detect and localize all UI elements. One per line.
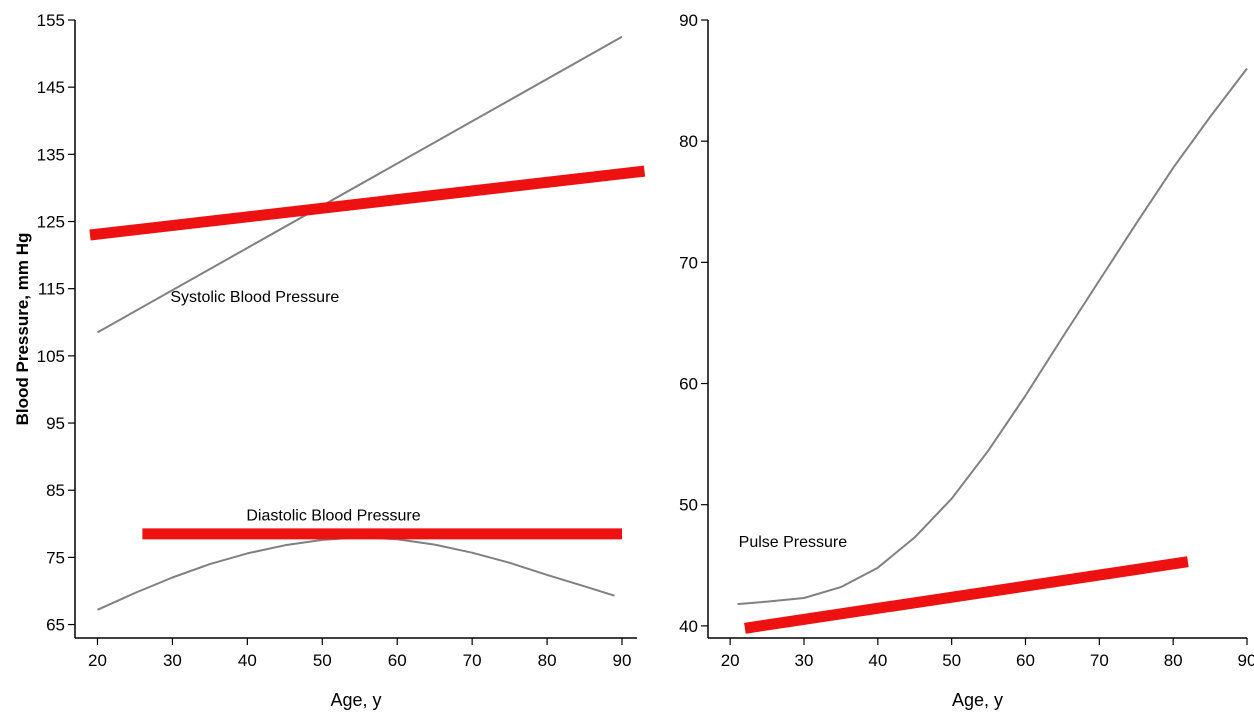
chart2-x-tick-label: 60 (1016, 651, 1035, 670)
chart1-x-tick-label: 20 (88, 651, 107, 670)
chart1-x-tick-label: 40 (238, 651, 257, 670)
chart2-x-tick-label: 40 (868, 651, 887, 670)
chart1-x-tick-label: 50 (313, 651, 332, 670)
chart1-series-3-trend-line (97, 536, 615, 611)
chart1-y-tick-label: 75 (46, 548, 65, 567)
chart2-x-tick-label: 20 (721, 651, 740, 670)
chart2-x-tick-label: 90 (1238, 651, 1254, 670)
chart2-y-tick-label: 80 (679, 132, 698, 151)
chart2-x-axis-title: Age, y (952, 690, 1003, 710)
chart1-annotation: Systolic Blood Pressure (170, 289, 339, 306)
chart1-y-tick-label: 65 (46, 616, 65, 635)
chart2-annotation: Pulse Pressure (739, 534, 848, 551)
chart1-x-tick-label: 90 (613, 651, 632, 670)
chart2-y-tick-label: 70 (679, 253, 698, 272)
chart1-y-tick-label: 115 (38, 280, 65, 299)
chart1-y-tick-label: 155 (37, 11, 65, 30)
chart1-y-tick-label: 145 (37, 78, 65, 97)
chart1-x-tick-label: 80 (538, 651, 557, 670)
chart1-annotation: Diastolic Blood Pressure (246, 507, 420, 524)
chart2-plot: 40 50 60 70 80 90 20 30 40 50 60 70 80 90 Age, y Pulse … (679, 11, 1254, 710)
chart2-y-tick-label: 60 (679, 375, 698, 394)
chart2-y-tick-label: 90 (679, 11, 698, 30)
chart2-series-2-regression-line (744, 556, 1189, 634)
chart2-x-tick-label: 50 (942, 651, 961, 670)
chart1-y-tick-label: 105 (37, 347, 65, 366)
chart1-y-tick-label: 125 (37, 213, 65, 232)
chart2-x-tick-label: 70 (1090, 651, 1109, 670)
chart2-x-tick-label: 30 (795, 651, 814, 670)
chart2-y-tick-label: 40 (679, 617, 698, 636)
chart2-series-1-trend-line (737, 67, 1248, 606)
chart1-y-tick-label: 135 (37, 145, 65, 164)
chart1-y-tick-label: 95 (46, 414, 65, 433)
chart2-x-tick-label: 80 (1164, 651, 1183, 670)
chart1-plot: 65 75 85 95 105 115 125 135 145 155 20 30 40 50 60 70 80… (13, 11, 646, 710)
chart1-x-axis-title: Age, y (330, 690, 381, 710)
chart1-series-2-regression-line (89, 165, 646, 241)
chart1-x-tick-label: 70 (463, 651, 482, 670)
chart1-y-axis-title: Blood Pressure, mm Hg (13, 233, 32, 426)
chart2-y-tick-label: 50 (679, 496, 698, 515)
chart1-y-tick-label: 85 (46, 481, 65, 500)
chart1-x-tick-label: 30 (163, 651, 182, 670)
chart1-series-1-trend-line (97, 35, 623, 334)
chart1-x-tick-label: 60 (388, 651, 407, 670)
